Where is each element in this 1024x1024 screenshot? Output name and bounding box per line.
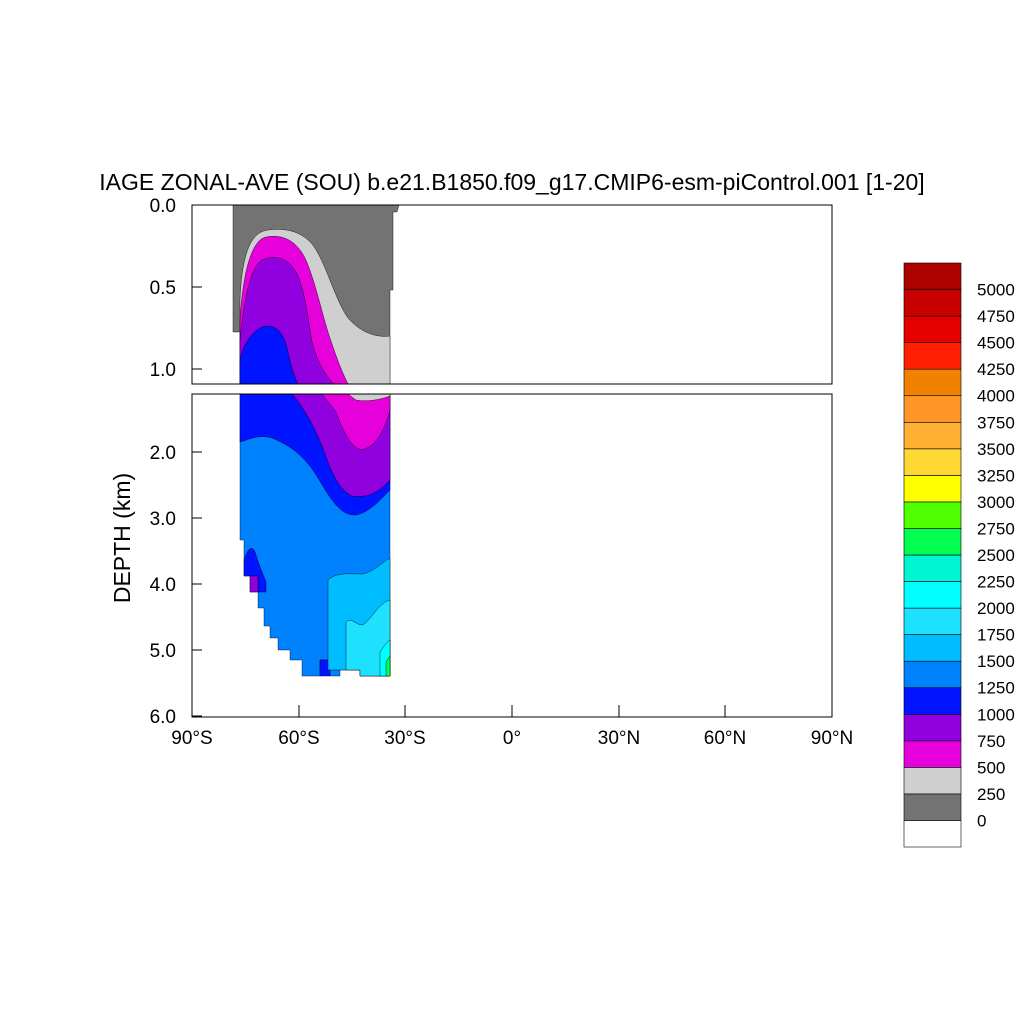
colorbar-box xyxy=(903,740,962,768)
x-tick-label: 30°N xyxy=(598,728,640,749)
colorbar-label: 3000 xyxy=(977,493,1015,512)
y-tick-label: 4.0 xyxy=(150,575,176,596)
y-tick-label: 6.0 xyxy=(150,707,176,728)
colorbar-box xyxy=(903,820,962,848)
colorbar-box xyxy=(903,501,962,529)
colorbar-label: 2000 xyxy=(977,599,1015,618)
colorbar-label: 4750 xyxy=(977,307,1015,326)
upper-panel-fills xyxy=(232,204,400,385)
colorbar-box xyxy=(903,793,962,821)
colorbar-label: 3500 xyxy=(977,440,1015,459)
colorbar-box xyxy=(903,634,962,662)
colorbar-label: 4000 xyxy=(977,387,1015,406)
x-tick-label: 90°S xyxy=(171,728,212,749)
colorbar-label: 1000 xyxy=(977,705,1015,724)
colorbar-box xyxy=(903,475,962,503)
contour-fill-1750-2000 xyxy=(345,599,391,677)
y-tick-label: 2.0 xyxy=(150,443,176,464)
colorbar-box xyxy=(903,713,962,742)
colorbar-label: 0 xyxy=(977,811,986,830)
colorbar-box xyxy=(903,395,962,423)
y-tick-label: 1.0 xyxy=(150,360,176,381)
y-tick-label: 5.0 xyxy=(150,641,176,662)
colorbar-box xyxy=(903,342,962,370)
contour-fill-500-750 xyxy=(321,393,391,451)
colorbar-label: 750 xyxy=(977,732,1005,751)
contour-fill-750-1000 xyxy=(249,575,259,593)
colorbar-label: 2750 xyxy=(977,519,1015,538)
x-tick-label: 60°S xyxy=(278,728,319,749)
lower-panel: 2.0 3.0 4.0 5.0 6.0 xyxy=(150,393,833,728)
chart-title: IAGE ZONAL-AVE (SOU) b.e21.B1850.f09_g17… xyxy=(99,169,924,195)
colorbar-label: 4250 xyxy=(977,360,1015,379)
colorbar-box xyxy=(903,528,962,556)
x-tick-labels: 90°S 60°S 30°S 0° 30°N 60°N 90°N xyxy=(171,728,853,749)
colorbar-label: 4500 xyxy=(977,334,1015,353)
colorbar-box xyxy=(903,421,962,450)
colorbar-label: 3250 xyxy=(977,466,1015,485)
colorbar-label: 3750 xyxy=(977,413,1015,432)
x-tick-label: 60°N xyxy=(704,728,746,749)
lower-panel-fills xyxy=(239,393,391,677)
colorbar-legend: 0 250 500 750 1000 1250 1500 1750 2000 2250 2500 27… xyxy=(903,262,1015,848)
colorbar-label: 1250 xyxy=(977,679,1015,698)
colorbar-box xyxy=(903,289,962,317)
colorbar-label: 500 xyxy=(977,758,1005,777)
colorbar-box xyxy=(903,581,962,609)
x-tick-label: 0° xyxy=(503,728,521,749)
x-tick-label: 90°N xyxy=(811,728,853,749)
y-tick-label: 0.5 xyxy=(150,278,176,299)
upper-panel: 0.0 0.5 1.0 xyxy=(150,196,833,385)
colorbar-box xyxy=(903,607,962,635)
colorbar-label: 1750 xyxy=(977,626,1015,645)
y-tick-label: 0.0 xyxy=(150,196,176,217)
upper-panel-frame xyxy=(191,204,833,385)
colorbar-box xyxy=(903,767,962,795)
colorbar-label: 5000 xyxy=(977,281,1015,300)
colorbar-box xyxy=(903,554,962,582)
lower-panel-ticks xyxy=(192,451,726,717)
colorbar-box xyxy=(903,262,962,290)
colorbar-box xyxy=(903,687,962,715)
colorbar-box xyxy=(903,448,962,476)
colorbar-label: 2250 xyxy=(977,573,1015,592)
upper-panel-ticks xyxy=(192,204,202,370)
x-tick-label: 30°S xyxy=(384,728,425,749)
contour-fill-250-500 xyxy=(347,393,391,401)
colorbar-box xyxy=(903,315,962,343)
colorbar-box xyxy=(903,660,962,689)
contour-fill-1000-1250 xyxy=(243,548,267,593)
contour-fill-1000-1250 xyxy=(239,325,299,385)
colorbar-label: 250 xyxy=(977,785,1005,804)
y-tick-label: 3.0 xyxy=(150,509,176,530)
contour-fill-1000-1250 xyxy=(319,659,331,677)
colorbar-label: 1500 xyxy=(977,652,1015,671)
contour-fill-2500-2750 xyxy=(385,655,391,677)
y-axis-label: DEPTH (km) xyxy=(109,473,135,603)
colorbar-box xyxy=(903,368,962,397)
colorbar-label: 2500 xyxy=(977,546,1015,565)
